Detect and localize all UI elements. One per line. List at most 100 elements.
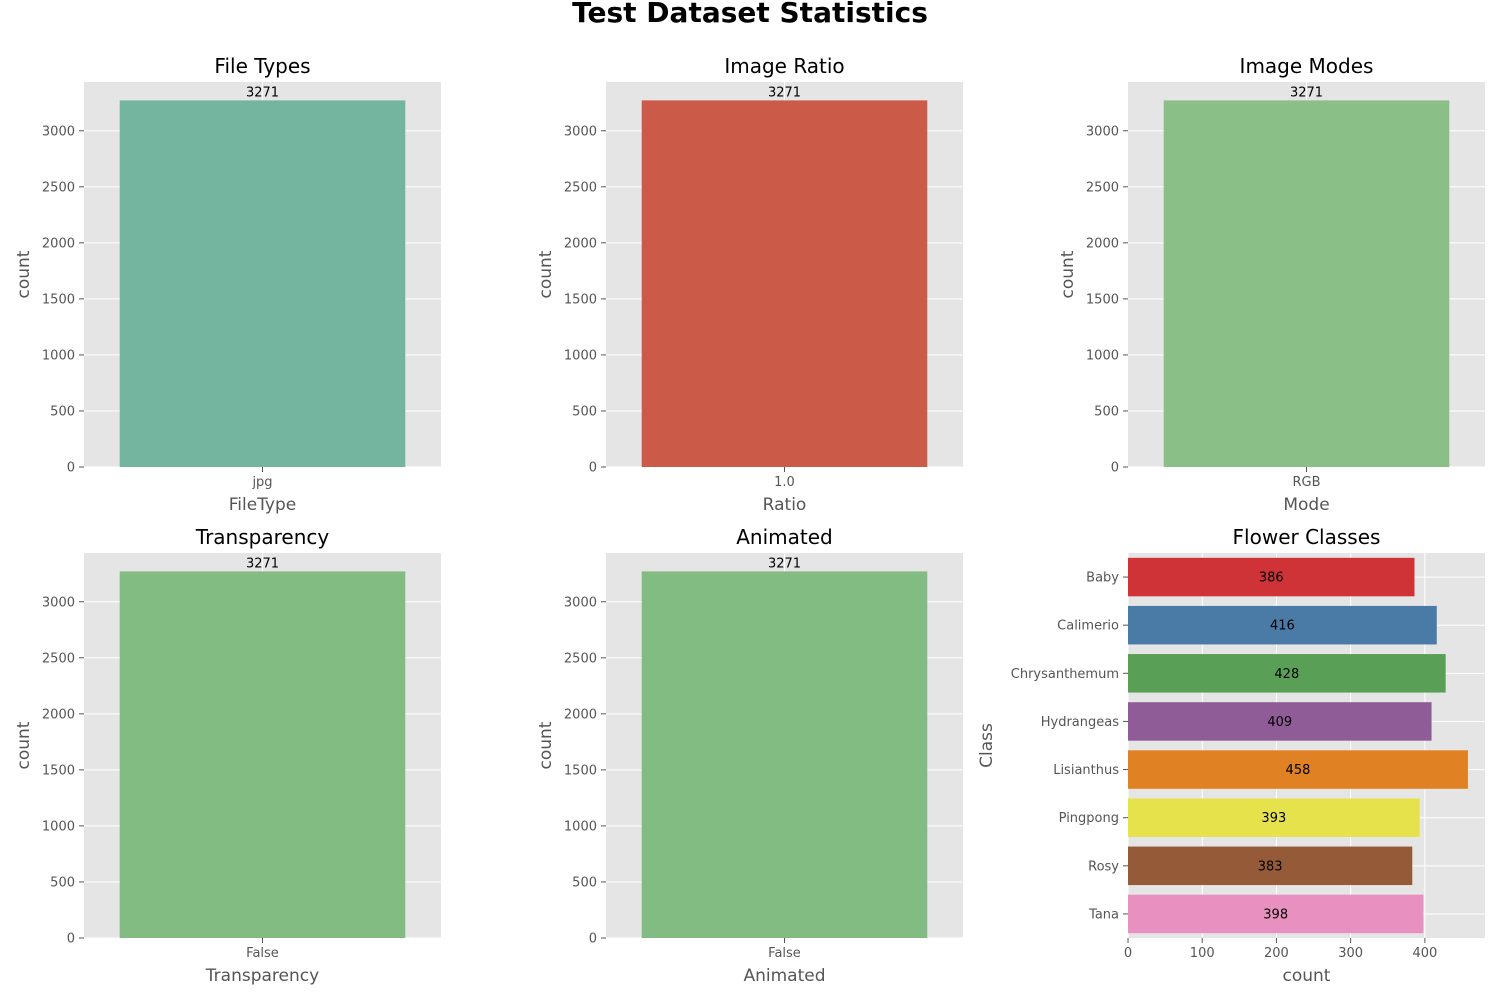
data-label: 393 <box>1261 811 1286 826</box>
data-label: 3271 <box>768 556 801 571</box>
x-tick-label: 200 <box>1264 946 1289 961</box>
y-tick-label: 500 <box>50 875 75 890</box>
x-tick-label: 100 <box>1190 946 1215 961</box>
y-tick-label: Calimerio <box>1057 619 1119 634</box>
bar-tana <box>1128 894 1424 934</box>
y-tick-label: 500 <box>572 875 597 890</box>
y-tick-label: 2500 <box>42 651 75 666</box>
x-axis-label: count <box>1283 966 1331 986</box>
bar-chrysanthemum <box>1128 654 1446 693</box>
chart-panels: File Types0500100015002000250030003271jp… <box>14 54 1485 986</box>
y-tick-label: 0 <box>589 461 597 476</box>
bar-hydrangeas <box>1128 702 1432 741</box>
x-tick-label: 0 <box>1124 946 1132 961</box>
y-tick-label: 500 <box>50 404 75 419</box>
y-tick-label: 2500 <box>42 180 75 195</box>
y-tick-label: 0 <box>67 461 75 476</box>
chart-animated: Animated 0 500 1000 1500 2000 2500 3000 3271 Fals… <box>536 525 963 986</box>
y-tick-label: 3000 <box>1086 124 1119 139</box>
y-tick-label: 2000 <box>564 707 597 722</box>
x-tick-label: 400 <box>1412 946 1437 961</box>
y-tick-label: Tana <box>1088 907 1119 922</box>
y-tick-label: 1500 <box>1086 292 1119 307</box>
y-tick-label: 1500 <box>42 763 75 778</box>
y-tick-label: 1500 <box>564 763 597 778</box>
y-tick-label: Hydrangeas <box>1041 715 1119 730</box>
chart-image-ratio: Image Ratio 0 500 1000 1500 2000 2500 3000 3271 1… <box>536 54 963 515</box>
x-axis-label: Transparency <box>205 966 319 986</box>
y-tick-label: 1000 <box>1086 348 1119 363</box>
x-tick-label: RGB <box>1292 475 1320 490</box>
data-label: 3271 <box>246 556 279 571</box>
y-tick-label: Lisianthus <box>1053 763 1119 778</box>
y-tick-label: 1000 <box>564 819 597 834</box>
bar-calimerio <box>1128 605 1437 645</box>
data-label: 3271 <box>1290 85 1323 100</box>
chart-file-types: File Types 0 500 1000 1500 2000 2500 3000 3271 jp… <box>14 54 441 515</box>
y-tick-label: 2000 <box>564 236 597 251</box>
y-tick-label: 3000 <box>42 124 75 139</box>
chart-title: Transparency <box>195 525 330 549</box>
y-tick-label: 1000 <box>564 348 597 363</box>
y-tick-label: 0 <box>67 932 75 947</box>
bar-false <box>119 571 406 938</box>
y-axis-label: count <box>1058 250 1078 298</box>
chart-title: Animated <box>736 525 833 549</box>
chart-title: Image Ratio <box>724 54 844 78</box>
bar-rosy <box>1128 846 1413 886</box>
data-label: 3271 <box>246 85 279 100</box>
y-tick-label: Rosy <box>1088 859 1119 874</box>
bar-false <box>641 571 928 938</box>
data-label: 409 <box>1267 715 1292 730</box>
y-tick-label: 1000 <box>42 819 75 834</box>
y-tick-label: 1000 <box>42 348 75 363</box>
chart-title: Image Modes <box>1240 54 1374 78</box>
figure-title: Test Dataset Statistics <box>572 0 928 29</box>
y-tick-label: 2500 <box>564 651 597 666</box>
y-tick-label: 0 <box>1111 461 1119 476</box>
bar-pingpong <box>1128 798 1420 837</box>
x-axis-label: Mode <box>1283 495 1329 515</box>
chart-title: Flower Classes <box>1233 525 1381 549</box>
data-label: 398 <box>1263 907 1288 922</box>
y-axis-label: count <box>14 250 34 298</box>
x-axis-label: Animated <box>743 966 825 986</box>
y-tick-label: 1500 <box>564 292 597 307</box>
y-tick-label: 2500 <box>564 180 597 195</box>
bar-lisianthus <box>1128 750 1468 789</box>
chart-title: File Types <box>214 54 310 78</box>
y-tick-label: 2500 <box>1086 180 1119 195</box>
y-tick-label: Pingpong <box>1059 811 1119 826</box>
chart-flower-classes: Flower Classes 0 100 200 300 400 386 Baby 416 Cal… <box>977 525 1485 986</box>
data-label: 3271 <box>768 85 801 100</box>
y-tick-label: 0 <box>589 932 597 947</box>
y-axis-label: Class <box>977 723 997 768</box>
x-axis-label: Ratio <box>763 495 807 515</box>
bar-1-0 <box>641 100 928 467</box>
y-tick-label: 2000 <box>1086 236 1119 251</box>
y-tick-label: 3000 <box>564 595 597 610</box>
y-tick-label: 500 <box>1094 404 1119 419</box>
y-tick-label: Chrysanthemum <box>1011 667 1119 682</box>
y-axis-label: count <box>536 721 556 769</box>
y-tick-label: 2000 <box>42 236 75 251</box>
data-label: 383 <box>1258 859 1283 874</box>
x-tick-label: False <box>246 946 279 961</box>
x-tick-label: jpg <box>251 475 272 490</box>
x-tick-label: 1.0 <box>774 475 795 490</box>
bar-rgb <box>1163 100 1450 467</box>
data-label: 428 <box>1274 667 1299 682</box>
data-label: 458 <box>1286 763 1311 778</box>
bar-jpg <box>119 100 406 467</box>
x-tick-label: 300 <box>1338 946 1363 961</box>
y-tick-label: 3000 <box>42 595 75 610</box>
y-axis-label: count <box>536 250 556 298</box>
x-tick-label: False <box>768 946 801 961</box>
bar-baby <box>1128 557 1415 597</box>
y-tick-label: 1500 <box>42 292 75 307</box>
y-tick-label: 2000 <box>42 707 75 722</box>
chart-image-modes: Image Modes 0 500 1000 1500 2000 2500 3000 3271 R… <box>1058 54 1485 515</box>
chart-transparency: Transparency 0 500 1000 1500 2000 2500 3000 3271… <box>14 525 441 986</box>
y-tick-label: Baby <box>1086 571 1119 586</box>
